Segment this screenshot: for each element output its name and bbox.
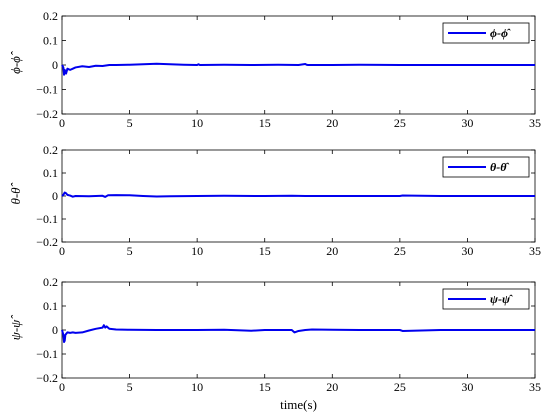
x-tick-label: 30 xyxy=(461,116,473,130)
x-tick-label: 5 xyxy=(127,116,133,130)
x-tick-label: 35 xyxy=(529,116,541,130)
subplot-1: 0 5 10 15 20 25 30 35 −0.2 −0.1 0 0.1 0.2 ϕ-ϕ̂ ϕ-ϕ̂ xyxy=(8,9,541,130)
series-line-1 xyxy=(61,191,535,198)
legend: ϕ-ϕ̂ xyxy=(442,22,530,44)
legend-label: ϕ-ϕ̂ xyxy=(490,26,511,40)
y-tick-label: 0.2 xyxy=(43,275,58,289)
x-axis-label: time(s) xyxy=(280,397,317,412)
y-tick-label: 0 xyxy=(52,189,58,203)
x-tick-label: 15 xyxy=(259,244,271,258)
y-axis-label: ψ-ψ̂ xyxy=(8,315,23,340)
y-tick-label: −0.2 xyxy=(36,107,58,121)
x-tick-label: 25 xyxy=(394,380,406,394)
x-tick-label: 20 xyxy=(326,380,338,394)
subplot-3: 0 5 10 15 20 25 30 35 −0.2 −0.1 0 0.1 0.2 ψ-ψ̂ ψ-ψ̂ tim… xyxy=(8,275,541,412)
x-tick-label: 30 xyxy=(461,380,473,394)
subplot-2: 0 5 10 15 20 25 30 35 −0.2 −0.1 0 0.1 0.2 θ-θ̂ θ-θ̂ xyxy=(8,143,541,258)
y-tick-label: 0 xyxy=(52,323,58,337)
x-tick-label: 20 xyxy=(326,116,338,130)
y-tick-label: 0.1 xyxy=(43,34,58,48)
y-tick-label: −0.1 xyxy=(36,347,58,361)
x-tick-label: 20 xyxy=(326,244,338,258)
x-tick-label: 10 xyxy=(191,116,203,130)
x-tick-label: 30 xyxy=(461,244,473,258)
y-tick-label: −0.1 xyxy=(36,83,58,97)
y-axis-label: θ-θ̂ xyxy=(8,182,23,204)
x-tick-label: 35 xyxy=(529,244,541,258)
x-tick-label: 35 xyxy=(529,380,541,394)
x-tick-label: 0 xyxy=(59,244,65,258)
y-tick-label: 0.1 xyxy=(43,166,58,180)
legend: ψ-ψ̂ xyxy=(442,288,530,310)
x-tick-label: 0 xyxy=(59,116,65,130)
y-tick-label: −0.2 xyxy=(36,371,58,385)
legend-label: θ-θ̂ xyxy=(490,160,509,174)
x-tick-label: 10 xyxy=(191,380,203,394)
x-tick-label: 0 xyxy=(59,380,65,394)
y-tick-label: 0.2 xyxy=(43,143,58,157)
series-line-1 xyxy=(61,324,535,343)
x-tick-label: 15 xyxy=(259,380,271,394)
y-axis-label: ϕ-ϕ̂ xyxy=(8,51,23,74)
x-tick-label: 5 xyxy=(127,380,133,394)
series-line-1 xyxy=(61,62,535,76)
x-tick-label: 25 xyxy=(394,116,406,130)
legend: θ-θ̂ xyxy=(442,156,530,178)
y-tick-label: 0 xyxy=(52,58,58,72)
y-tick-label: −0.2 xyxy=(36,235,58,249)
y-tick-label: 0.1 xyxy=(43,299,58,313)
x-tick-label: 15 xyxy=(259,116,271,130)
x-tick-label: 5 xyxy=(127,244,133,258)
y-tick-label: 0.2 xyxy=(43,9,58,23)
x-tick-label: 10 xyxy=(191,244,203,258)
legend-label: ψ-ψ̂ xyxy=(490,292,513,306)
x-tick-label: 25 xyxy=(394,244,406,258)
y-tick-label: −0.1 xyxy=(36,212,58,226)
